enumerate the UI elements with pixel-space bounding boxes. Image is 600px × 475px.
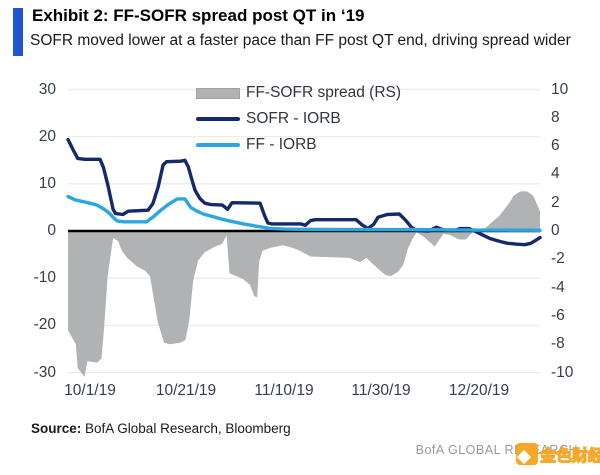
- watermark: 金色财经: [516, 442, 600, 466]
- x-axis-tick-label: 12/20/19: [448, 382, 510, 399]
- exhibit-title: Exhibit 2: FF-SOFR spread post QT in ‘19: [32, 6, 365, 25]
- right-axis-tick-label: -10: [551, 364, 574, 381]
- legend-label-ff: FF - IORB: [246, 136, 317, 153]
- left-axis-tick-label: 10: [38, 175, 56, 192]
- left-axis-tick-label: 20: [38, 128, 56, 145]
- exhibit-subtitle: SOFR moved lower at a faster pace than F…: [30, 32, 571, 49]
- source-text: BofA Global Research, Bloomberg: [81, 421, 291, 436]
- chart-legend: FF-SOFR spread (RS) SOFR - IORB FF - IOR…: [196, 80, 401, 158]
- ff-line-swatch-icon: [196, 142, 240, 148]
- x-axis-tick-label: 10/1/19: [64, 382, 116, 399]
- x-axis-tick-label: 10/21/19: [155, 382, 217, 399]
- x-axis-tick-label: 11/30/19: [351, 382, 411, 399]
- brand-text: BofA GLOBAL RESEARCH: [415, 443, 578, 457]
- watermark-logo-icon: [516, 443, 538, 465]
- right-axis-tick-label: 4: [551, 165, 560, 182]
- left-axis-tick-label: 30: [38, 81, 56, 98]
- source-label: Source:: [31, 421, 82, 436]
- watermark-text: 金色财经: [539, 447, 600, 465]
- spread-area-swatch-icon: [196, 87, 240, 99]
- right-axis-tick-label: -8: [551, 335, 565, 352]
- right-axis-tick-label: 2: [551, 194, 560, 211]
- title-accent-bar: [13, 8, 23, 56]
- left-axis-tick-label: -10: [33, 269, 56, 286]
- legend-label-sofr: SOFR - IORB: [246, 110, 341, 127]
- right-axis-tick-label: 0: [551, 222, 560, 239]
- legend-item-spread: FF-SOFR spread (RS): [196, 80, 401, 106]
- right-axis-tick-label: -2: [551, 250, 565, 267]
- right-axis-tick-label: 6: [551, 137, 560, 154]
- legend-label-spread: FF-SOFR spread (RS): [246, 84, 402, 101]
- right-axis-tick-label: 8: [551, 109, 560, 126]
- left-axis-tick-label: -20: [33, 316, 56, 333]
- sofr-line-swatch-icon: [196, 116, 240, 122]
- x-axis-tick-label: 11/10/19: [254, 382, 314, 399]
- left-axis-tick-label: -30: [33, 364, 56, 381]
- legend-item-sofr: SOFR - IORB: [196, 106, 401, 132]
- source-line: Source: BofA Global Research, Bloomberg: [31, 421, 291, 436]
- right-axis-tick-label: -4: [551, 279, 565, 296]
- left-axis-tick-label: 0: [47, 222, 56, 239]
- right-axis-tick-label: -6: [551, 307, 565, 324]
- legend-item-ff: FF - IORB: [196, 132, 401, 158]
- right-axis-tick-label: 10: [551, 81, 569, 98]
